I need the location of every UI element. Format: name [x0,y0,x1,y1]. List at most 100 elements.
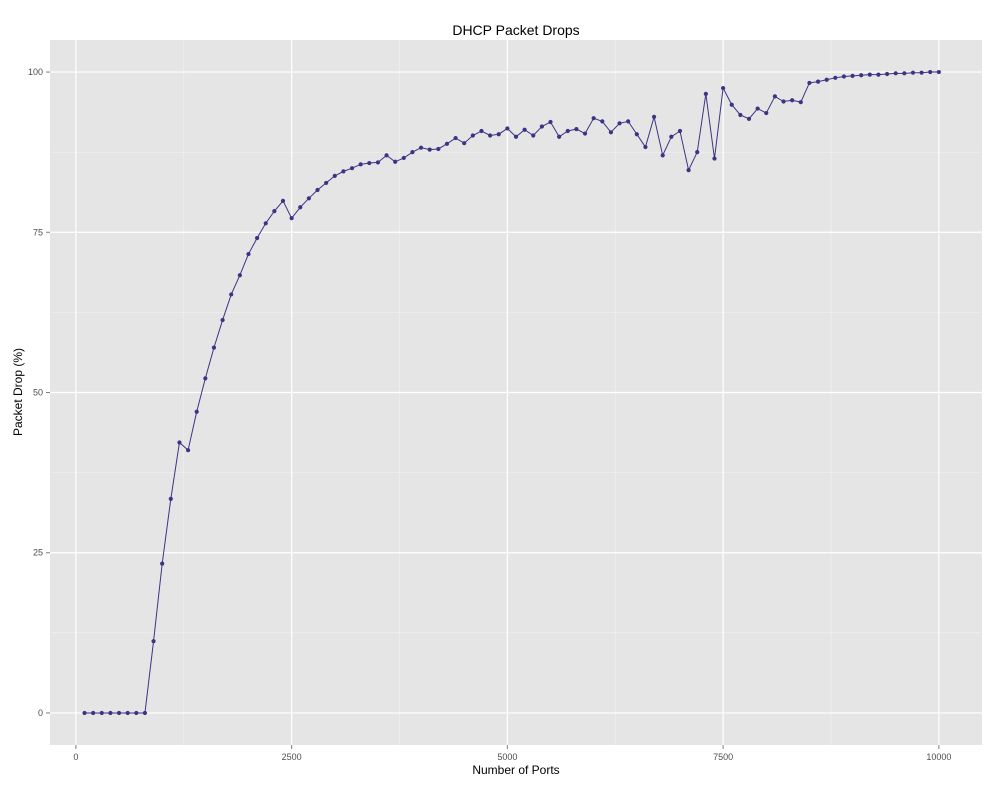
data-point [902,71,907,76]
data-point [427,147,432,152]
data-point [574,126,579,132]
data-point [712,156,717,161]
data-point [859,73,864,78]
data-point [263,221,268,226]
data-point [591,116,596,121]
data-point [548,119,553,125]
data-point [582,131,588,136]
data-point [280,198,286,203]
data-point [651,114,657,120]
data-point [177,440,182,445]
major-gridlines [50,40,982,745]
data-point [358,162,363,167]
tick-labels: 0 2500 5000 7500 10000 0 25 50 75 100 [28,67,951,762]
data-point [557,134,562,139]
data-point [479,128,484,134]
data-point [237,273,242,278]
data-point [444,141,450,146]
data-point [108,710,113,716]
data-point [488,133,493,138]
data-point [151,639,156,644]
data-point [919,70,924,75]
data-point [928,69,933,75]
data-point [746,116,752,121]
series-line [84,71,939,714]
data-point [798,100,803,105]
data-point [116,710,122,716]
x-tick-label: 7500 [713,752,733,762]
x-tick-label: 10000 [926,752,951,762]
data-point [876,72,881,77]
data-point [289,216,294,221]
data-point [841,74,847,79]
data-point [436,146,441,152]
data-point [617,121,622,126]
data-point [298,205,303,210]
y-tick-label: 0 [38,708,43,718]
data-point [453,135,458,141]
data-point [531,133,536,138]
data-point [729,102,734,107]
data-point [246,251,251,257]
data-point [332,173,337,178]
data-point [349,166,355,171]
data-point [677,128,683,134]
data-point [600,119,605,124]
chart-title: DHCP Packet Drops [452,22,579,38]
data-point [764,110,769,116]
data-point [324,180,329,186]
data-point [82,710,87,716]
data-point [168,496,173,501]
data-point [125,710,130,716]
data-point [211,345,217,350]
x-axis-title: Number of Ports [472,763,559,777]
data-point [496,132,501,137]
data-point [341,169,346,174]
data-point [634,132,639,137]
data-point [772,94,777,99]
data-point [272,209,277,214]
data-point [565,128,570,134]
data-point [884,71,890,77]
x-tick-label: 5000 [497,752,517,762]
data-point [703,91,708,96]
data-point [867,72,872,77]
data-point [220,317,225,323]
data-point [833,75,838,80]
data-point [91,710,96,716]
data-point [410,150,415,155]
data-point [824,77,829,82]
data-point [781,99,786,104]
data-point [142,710,148,716]
data-point [790,98,795,103]
y-tick-label: 75 [33,227,43,237]
data-point [686,168,691,173]
data-point [643,144,648,150]
data-point [185,448,191,453]
y-tick-label: 25 [33,548,43,558]
data-point [695,150,700,155]
data-point [255,235,260,241]
data-point [626,119,631,124]
data-point [850,73,855,78]
data-point [669,134,674,139]
data-point [229,292,234,297]
data-point [660,153,665,158]
data-point [755,106,760,111]
data-point [893,71,898,76]
data-point [375,160,381,165]
data-point [815,79,821,84]
data-point [936,69,941,75]
data-point [462,141,467,146]
data-point [384,153,389,158]
data-point [608,130,614,135]
data-point [738,112,743,118]
data-point [522,127,527,132]
data-point [539,124,544,129]
y-axis-title: Packet Drop (%) [11,348,25,436]
data-point [393,159,398,164]
data-point [194,409,199,414]
data-point [99,710,104,716]
data-point [807,80,812,86]
